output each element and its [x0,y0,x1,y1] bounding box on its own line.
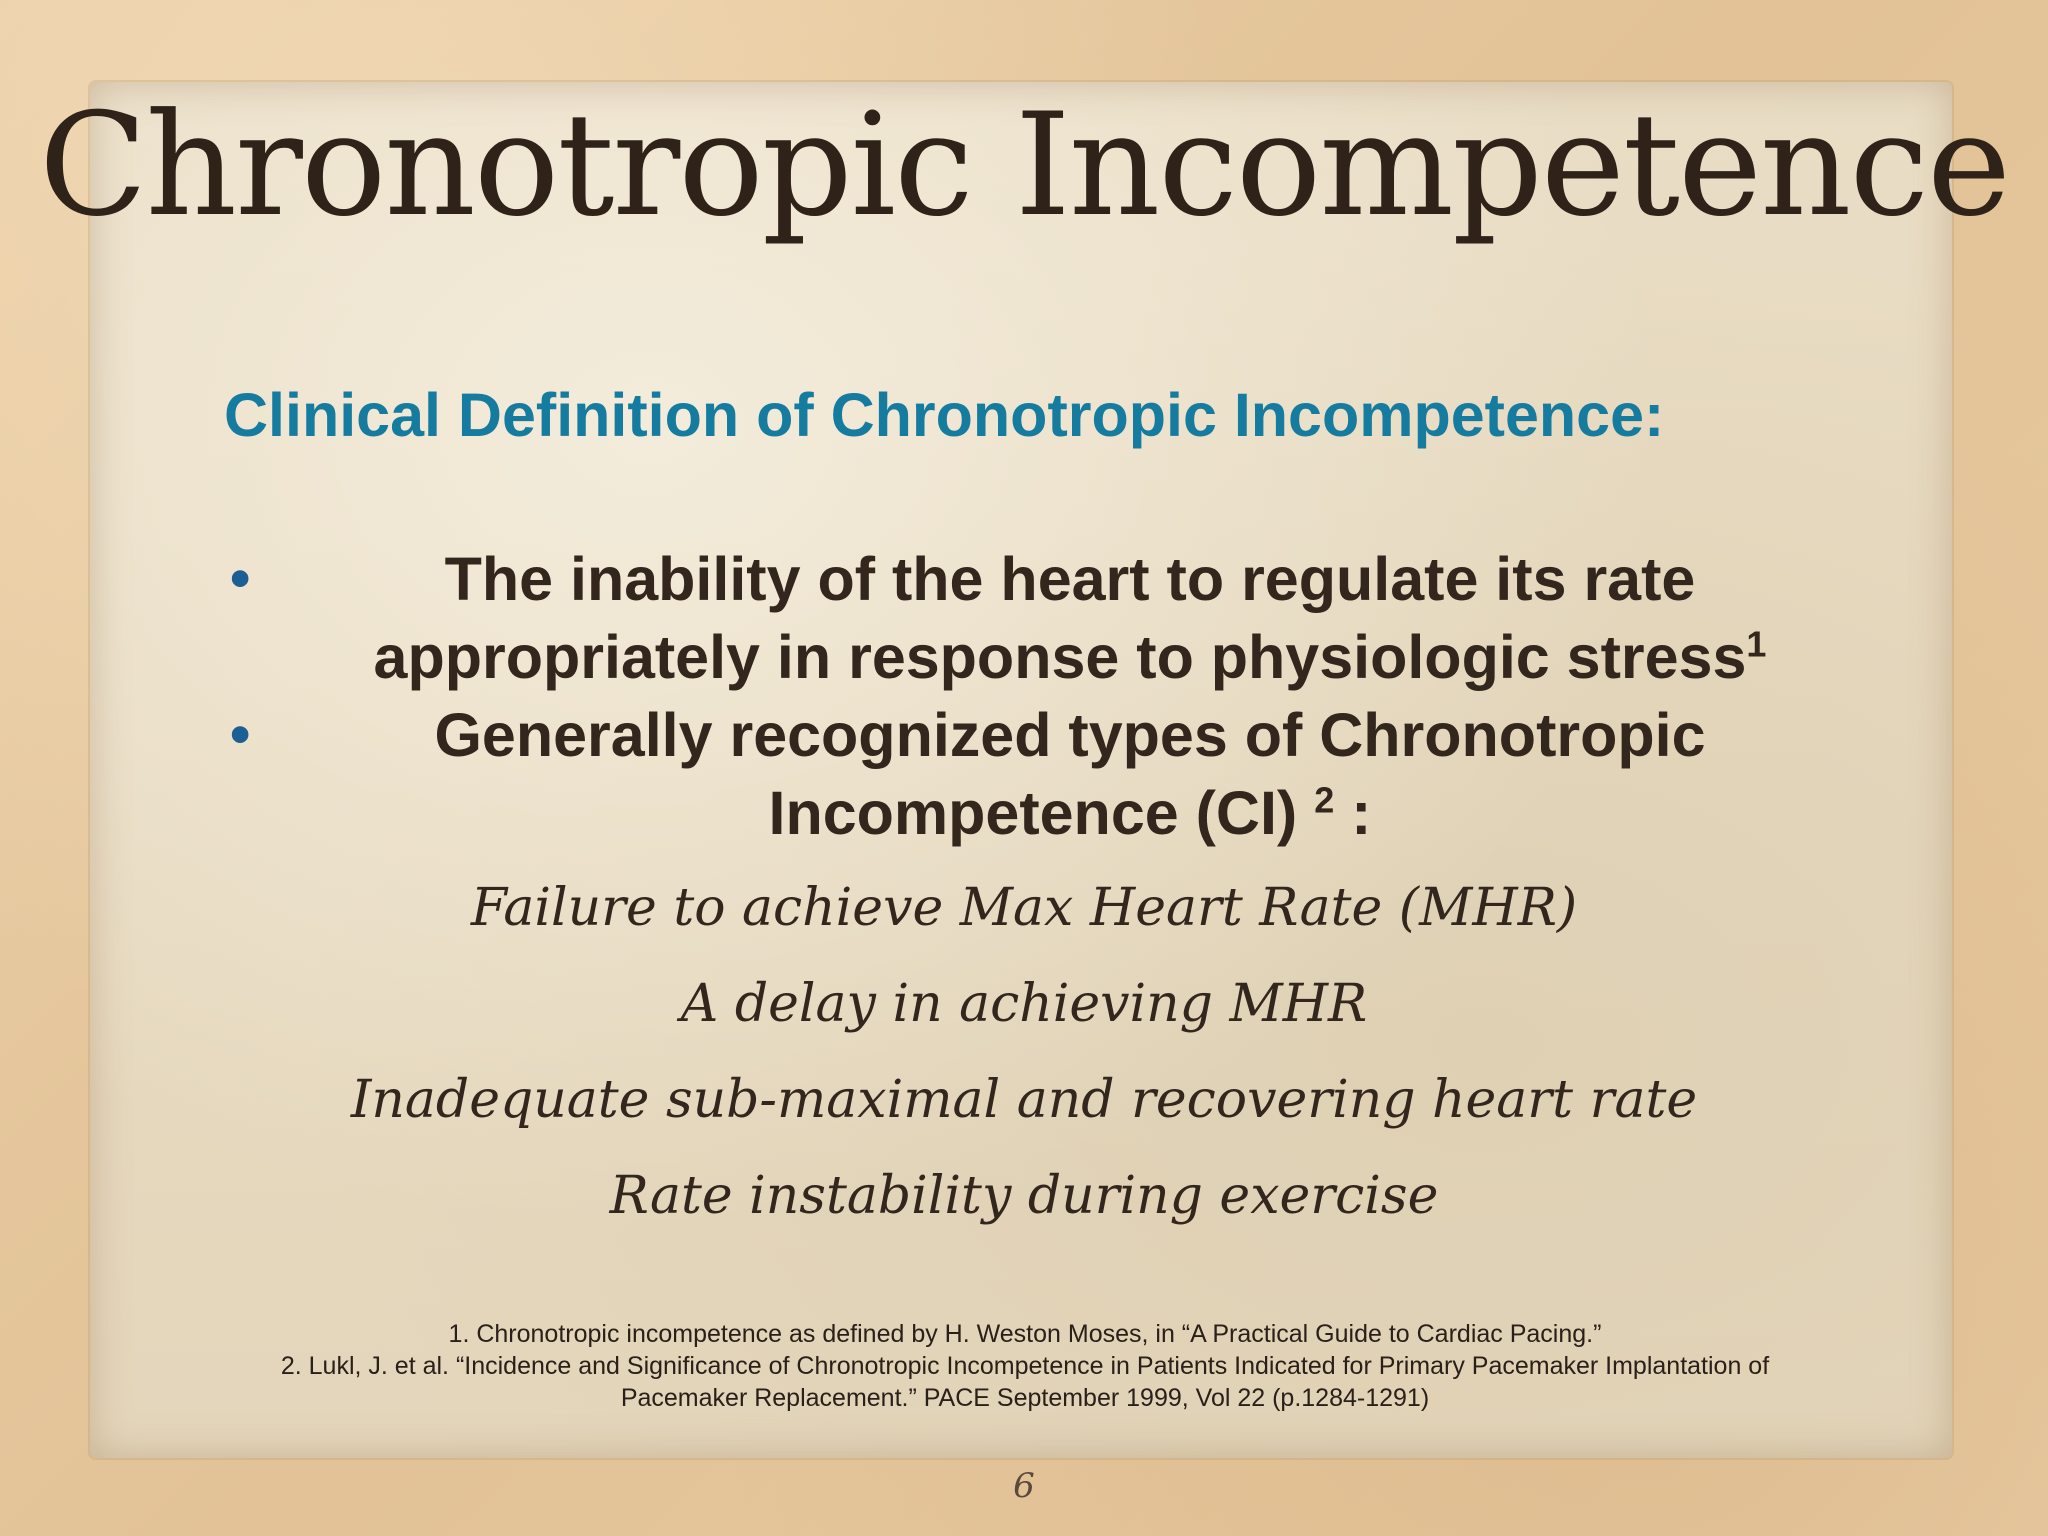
bullet-dot-icon: • [230,702,251,767]
ci-type-item: Inadequate sub-maximal and recovering he… [350,1070,1698,1130]
footnote-line: 1. Chronotropic incompetence as defined … [448,1320,1602,1348]
paper-background [90,82,1952,1458]
bullet-line: The inability of the heart to regulate i… [444,545,1696,613]
ci-type-item: Failure to achieve Max Heart Rate (MHR) [470,878,1578,938]
bullet-suffix: : [1334,779,1372,847]
slide-subtitle: Clinical Definition of Chronotropic Inco… [224,381,1665,449]
ci-types-list: Failure to achieve Max Heart Rate (MHR) … [0,860,2048,1244]
ci-type-item: A delay in achieving MHR [680,974,1368,1034]
footnote-line: Pacemaker Replacement.” PACE September 1… [620,1384,1430,1412]
footnote-line: 2. Lukl, J. et al. “Incidence and Signif… [280,1352,1770,1380]
footnote-ref: 1 [1746,623,1767,665]
bullet-line: Incompetence (CI) [768,779,1315,847]
bullet-line: Generally recognized types of Chronotrop… [434,701,1706,769]
bullet-line: appropriately in response to physiologic… [373,623,1747,691]
slide-title: Chronotropic Incompetence [38,83,2011,248]
ci-type-item: Rate instability during exercise [609,1166,1439,1226]
bullet-dot-icon: • [230,546,251,611]
footnotes: 1. Chronotropic incompetence as defined … [150,1318,1900,1414]
page-number: 6 [1013,1466,1035,1506]
bullet-list: • The inability of the heart to regulate… [230,540,1870,852]
footnote-ref: 2 [1314,779,1335,821]
bullet-item: • The inability of the heart to regulate… [230,540,1870,696]
bullet-item: • Generally recognized types of Chronotr… [230,696,1870,852]
